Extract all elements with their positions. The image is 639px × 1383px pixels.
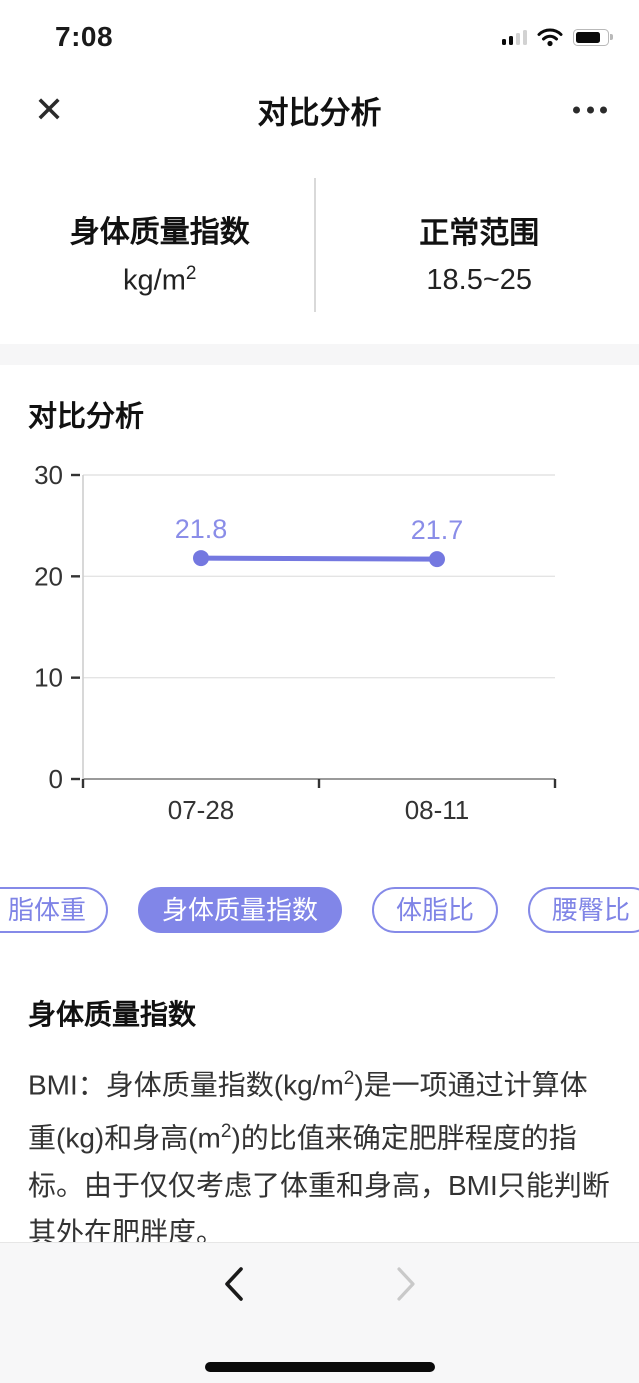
tab-lean-body-mass[interactable]: 脂体重 [0, 887, 109, 933]
vertical-divider [314, 178, 316, 312]
nav-header: ✕ 对比分析 [0, 60, 639, 160]
svg-text:07-28: 07-28 [168, 795, 235, 824]
metric-summary: 身体质量指数 kg/m2 正常范围 18.5~25 [0, 160, 639, 344]
prev-page-button[interactable] [214, 1263, 254, 1305]
clock: 7:08 [55, 21, 114, 52]
svg-text:20: 20 [34, 561, 63, 591]
svg-text:21.8: 21.8 [175, 514, 228, 544]
home-indicator[interactable] [204, 1362, 435, 1372]
wifi-icon [537, 28, 563, 47]
section-separator [0, 344, 639, 365]
description-body: BMI：身体质量指数(kg/m2)是一项通过计算体重(kg)和身高(m2)的比值… [28, 1068, 610, 1248]
metric-tabs: 脂体重 身体质量指数 体脂比 腰臀比 [0, 887, 639, 933]
status-icons [501, 27, 613, 47]
bmi-line-chart: 0 10 20 30 21.8 07-28 21.7 08-11 [34, 460, 557, 825]
close-icon[interactable]: ✕ [34, 89, 65, 130]
chevron-right-icon [396, 1267, 415, 1301]
normal-range-label: 正常范围 [419, 216, 540, 250]
svg-text:08-11: 08-11 [405, 795, 470, 824]
chart-container: 0 10 20 30 21.8 07-28 21.7 08-11 [0, 449, 639, 829]
svg-text:10: 10 [34, 663, 63, 693]
page-title: 对比分析 [257, 95, 382, 131]
tab-body-fat-ratio[interactable]: 体脂比 [372, 887, 499, 933]
chart-section-title: 对比分析 [28, 401, 145, 433]
more-icon[interactable] [573, 97, 607, 124]
metric-name-block: 身体质量指数 kg/m2 [0, 160, 320, 344]
chevron-left-icon [224, 1267, 243, 1301]
battery-icon [573, 28, 613, 46]
metric-unit: kg/m2 [123, 262, 197, 297]
metric-name: 身体质量指数 [69, 215, 250, 249]
status-bar: 7:08 [0, 0, 639, 60]
svg-text:0: 0 [49, 764, 63, 794]
tab-waist-hip-ratio[interactable]: 腰臀比 [528, 887, 639, 933]
normal-range-block: 正常范围 18.5~25 [320, 160, 639, 344]
svg-text:30: 30 [34, 460, 63, 490]
description-section: 身体质量指数 BMI：身体质量指数(kg/m2)是一项通过计算体重(kg)和身高… [0, 993, 639, 1256]
normal-range-value: 18.5~25 [426, 263, 533, 296]
next-page-button[interactable] [386, 1263, 426, 1305]
description-heading: 身体质量指数 [28, 999, 197, 1030]
cellular-signal-icon [501, 29, 527, 45]
svg-text:21.7: 21.7 [411, 515, 464, 545]
tab-bmi[interactable]: 身体质量指数 [138, 887, 343, 933]
bottom-bar [0, 1242, 639, 1383]
